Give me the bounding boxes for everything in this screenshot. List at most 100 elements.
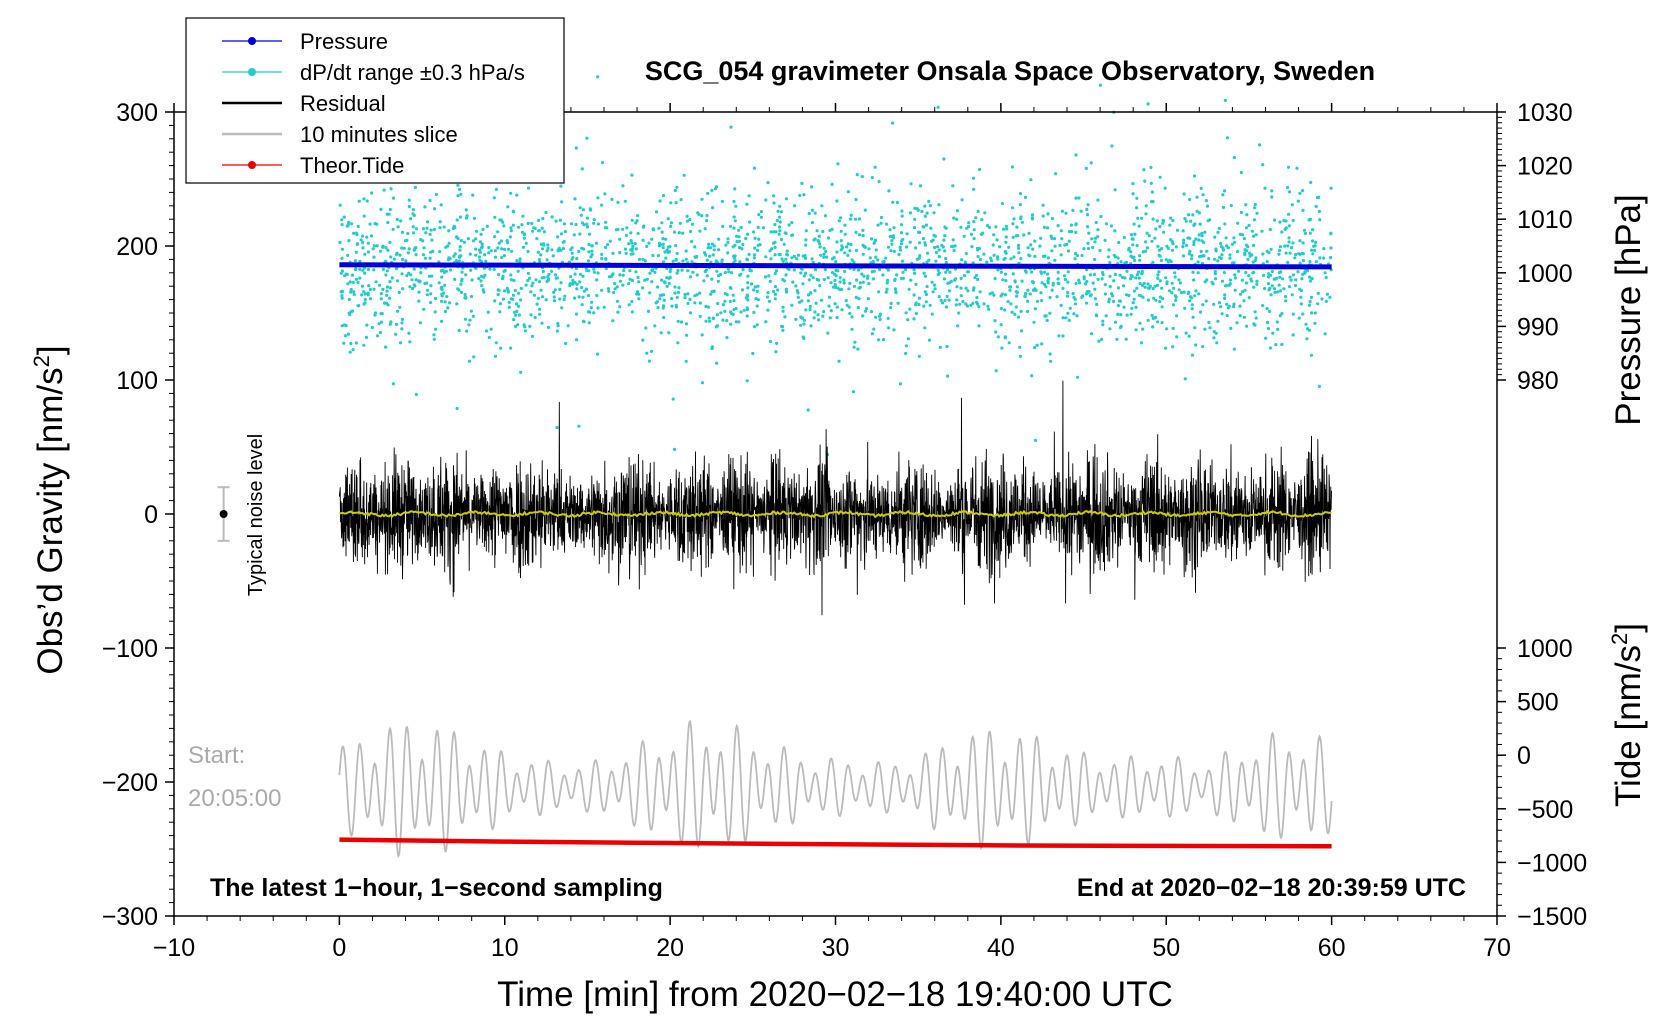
dpdt-point <box>517 313 522 317</box>
dpdt-point <box>725 293 729 297</box>
dpdt-point <box>627 303 631 307</box>
dpdt-point <box>479 279 483 283</box>
dpdt-point <box>1255 279 1259 283</box>
dpdt-point <box>387 296 392 300</box>
dpdt-point <box>1184 219 1188 223</box>
dpdt-point <box>438 226 442 230</box>
dpdt-point <box>698 291 702 295</box>
dpdt-point <box>1103 283 1107 287</box>
dpdt-point <box>676 341 680 345</box>
dpdt-point <box>558 218 563 222</box>
dpdt-point <box>1318 256 1322 260</box>
dpdt-point <box>733 187 737 191</box>
dpdt-point <box>827 304 831 308</box>
dpdt-point <box>1261 163 1265 167</box>
dpdt-point <box>1010 165 1015 169</box>
dpdt-point <box>813 310 817 314</box>
dpdt-point <box>810 257 814 261</box>
dpdt-point <box>1194 343 1198 347</box>
dpdt-point <box>711 253 715 257</box>
dpdt-point <box>1024 291 1028 296</box>
dpdt-point <box>562 297 566 302</box>
dpdt-point <box>346 282 350 286</box>
dpdt-point <box>879 221 883 225</box>
dpdt-point <box>931 290 935 294</box>
dpdt-point <box>940 301 945 305</box>
dpdt-point <box>1157 248 1161 252</box>
dpdt-point <box>374 280 378 284</box>
dpdt-point <box>1232 347 1236 351</box>
dpdt-point <box>667 281 671 285</box>
dpdt-point <box>643 259 648 263</box>
dpdt-point <box>661 246 665 250</box>
dpdt-point <box>1151 325 1155 329</box>
dpdt-point <box>340 256 344 260</box>
dpdt-point <box>939 298 943 302</box>
dpdt-point <box>1302 228 1307 232</box>
dpdt-point <box>1277 252 1281 256</box>
dpdt-point <box>843 232 847 236</box>
dpdt-point <box>618 273 622 277</box>
dpdt-point <box>348 280 352 284</box>
dpdt-point <box>674 305 679 309</box>
dpdt-point <box>496 292 500 297</box>
dpdt-point <box>1287 224 1291 228</box>
dpdt-point <box>462 240 466 244</box>
dpdt-point <box>520 223 524 227</box>
dpdt-point <box>690 222 695 226</box>
dpdt-point <box>1225 313 1229 318</box>
dpdt-point <box>449 268 453 272</box>
dpdt-point <box>1253 206 1257 210</box>
dpdt-point <box>361 240 365 245</box>
dpdt-point <box>818 284 822 288</box>
dpdt-point <box>863 309 868 313</box>
dpdt-point <box>440 287 444 292</box>
dpdt-point <box>704 253 708 257</box>
dpdt-point <box>1009 302 1013 306</box>
dpdt-point <box>685 219 690 223</box>
dpdt-point <box>1251 260 1255 264</box>
dpdt-point <box>519 298 523 302</box>
dpdt-point <box>432 337 436 341</box>
dpdt-point <box>1264 336 1268 340</box>
dpdt-point <box>899 223 904 227</box>
dpdt-point <box>822 246 826 250</box>
dpdt-point <box>630 278 635 282</box>
dpdt-point <box>501 297 506 301</box>
dpdt-point <box>1323 271 1327 275</box>
dpdt-point <box>528 324 532 328</box>
dpdt-point <box>943 249 947 253</box>
dpdt-point <box>989 259 994 263</box>
dpdt-point <box>802 193 806 197</box>
dpdt-point <box>1089 332 1094 336</box>
dpdt-point <box>1132 297 1136 301</box>
dpdt-point <box>944 261 948 265</box>
dpdt-point <box>488 267 492 271</box>
dpdt-point <box>623 247 628 251</box>
dpdt-point <box>1151 260 1155 264</box>
dpdt-point <box>725 336 729 340</box>
dpdt-point <box>1188 197 1192 202</box>
dpdt-point <box>571 278 575 282</box>
dpdt-point <box>967 224 971 229</box>
dpdt-point <box>861 314 865 318</box>
dpdt-point <box>716 279 721 283</box>
dpdt-point <box>1170 281 1174 285</box>
dpdt-point <box>369 234 374 238</box>
dpdt-point <box>756 284 760 288</box>
x-tick-label: 20 <box>656 934 684 962</box>
dpdt-point <box>596 271 600 275</box>
dpdt-point <box>1160 247 1164 251</box>
dpdt-point <box>529 313 533 317</box>
dpdt-point <box>1208 326 1212 330</box>
dpdt-point <box>1257 143 1262 147</box>
dpdt-point <box>874 248 878 252</box>
dpdt-point <box>1247 251 1252 255</box>
dpdt-point <box>654 210 659 214</box>
dpdt-point <box>835 250 839 254</box>
dpdt-point <box>1122 305 1126 309</box>
dpdt-point <box>753 253 757 257</box>
dpdt-point <box>1029 243 1033 247</box>
dpdt-point <box>1050 236 1054 240</box>
dpdt-point <box>793 204 797 208</box>
